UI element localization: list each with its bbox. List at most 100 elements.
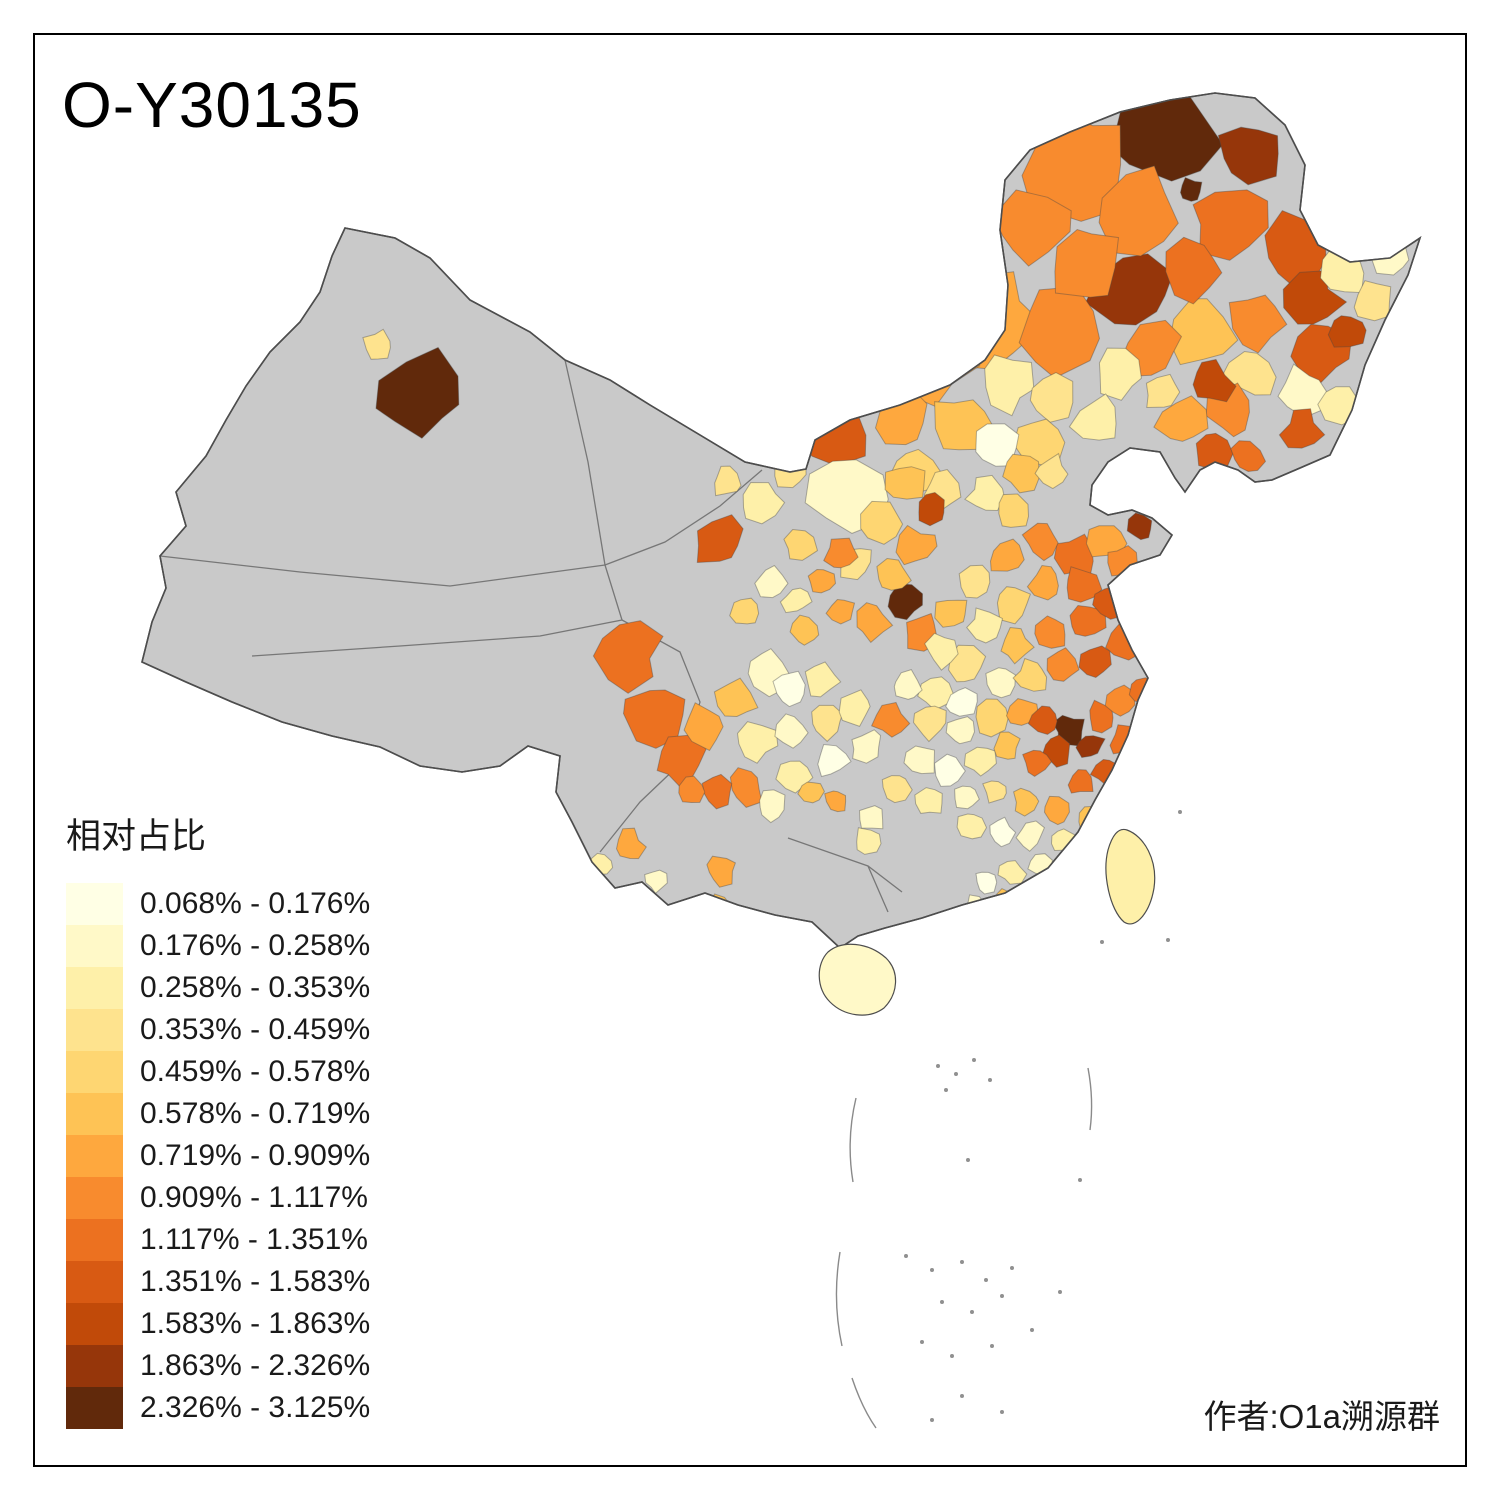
prefecture-region [1018, 286, 1101, 379]
prefecture-region [914, 787, 943, 814]
taiwan-island [1105, 828, 1156, 925]
prefecture-region [881, 775, 913, 804]
legend-label: 0.068% - 0.176% [140, 887, 371, 920]
legend-swatch [66, 1135, 123, 1177]
prefecture-region [1054, 228, 1120, 298]
prefecture-region [362, 328, 391, 360]
prefecture-region [1013, 787, 1040, 817]
province-boundary-line [867, 865, 889, 913]
legend-label: 1.351% - 1.583% [140, 1265, 371, 1298]
prefecture-region [1029, 372, 1074, 423]
prefecture-region [1078, 645, 1112, 679]
legend-swatch [66, 1009, 123, 1051]
prefecture-region [1192, 189, 1269, 261]
legend-label: 0.578% - 0.719% [140, 1097, 371, 1130]
prefecture-region [887, 583, 924, 621]
prefecture-region [856, 827, 882, 855]
prefecture-region [966, 607, 1004, 644]
prefecture-region [1075, 735, 1106, 759]
hainan-island [818, 943, 897, 1016]
legend-swatch [66, 883, 123, 925]
legend-item: 0.176% - 0.258% [66, 925, 370, 967]
prefecture-region [982, 780, 1007, 804]
prefecture-region [884, 466, 926, 500]
prefecture-region [823, 537, 859, 569]
prefecture-region [1126, 512, 1153, 541]
prefecture-region [1098, 165, 1179, 257]
province-boundary-line [604, 469, 763, 566]
legend-swatch [66, 1387, 123, 1429]
province-boundary-line [159, 555, 606, 587]
legend-label: 0.719% - 0.909% [140, 1139, 371, 1172]
prefecture-region [592, 620, 664, 694]
legend-item: 0.459% - 0.578% [66, 1051, 370, 1093]
prefecture-region [989, 538, 1025, 572]
prefecture-region [934, 599, 968, 628]
prefecture-region [993, 731, 1021, 760]
prefecture-region [736, 721, 779, 764]
legend-swatch [66, 1177, 123, 1219]
prefecture-region [1278, 408, 1326, 449]
legend-item: 1.117% - 1.351% [66, 1219, 370, 1261]
dash-line-segment [835, 1251, 843, 1347]
prefecture-region [824, 790, 847, 813]
prefecture-region [825, 598, 856, 625]
prefecture-region [903, 745, 936, 775]
prefecture-region [759, 789, 786, 824]
prefecture-region [856, 602, 894, 644]
prefecture-region [964, 474, 1005, 512]
prefecture-region [1277, 363, 1331, 419]
prefecture-region [1098, 347, 1142, 401]
legend-item: 0.719% - 0.909% [66, 1135, 370, 1177]
prefecture-region [838, 689, 871, 728]
legend-item: 1.351% - 1.583% [66, 1261, 370, 1303]
prefecture-region [615, 827, 647, 860]
province-boundary-line [251, 564, 623, 657]
legend-swatch [66, 1051, 123, 1093]
prefecture-region [774, 713, 809, 749]
prefecture-region [997, 860, 1028, 885]
prefecture-region [1000, 626, 1035, 665]
prefecture-region [696, 514, 744, 564]
province-boundary-line [564, 359, 606, 566]
prefecture-region [912, 705, 947, 743]
prefecture-region [804, 661, 842, 698]
legend-item: 2.326% - 3.125% [66, 1387, 370, 1429]
legend-label: 0.459% - 0.578% [140, 1055, 371, 1088]
prefecture-region [732, 391, 813, 461]
prefecture-region [1165, 236, 1223, 305]
legend-label: 1.863% - 2.326% [140, 1349, 371, 1382]
prefecture-region [1023, 878, 1049, 903]
prefecture-region [678, 775, 706, 804]
prefecture-region [851, 729, 882, 764]
prefecture-region [1145, 373, 1181, 409]
prefecture-region [797, 781, 825, 804]
prefecture-region [895, 524, 938, 566]
attribution: 作者:O1a溯源群 [1203, 1398, 1440, 1435]
prefecture-region [893, 669, 923, 700]
prefecture-region [1192, 358, 1237, 403]
prefecture-region [998, 493, 1030, 528]
prefecture-region [714, 465, 742, 497]
prefecture-region [985, 667, 1016, 699]
prefecture-region [1119, 776, 1144, 808]
prefecture-region [713, 677, 759, 718]
prefecture-region [975, 871, 998, 895]
prefecture-region [984, 354, 1035, 417]
prefecture-region [817, 743, 852, 778]
legend-swatch [66, 1219, 123, 1261]
prefecture-region [807, 568, 837, 594]
dash-line-segment [1087, 1067, 1093, 1131]
prefecture-region [779, 587, 813, 614]
prefecture-region [858, 805, 884, 830]
prefecture-region [1034, 615, 1066, 649]
legend-swatch [66, 1093, 123, 1135]
prefecture-region [1179, 176, 1203, 202]
prefecture-region [1353, 280, 1392, 322]
legend-swatch [66, 1303, 123, 1345]
prefecture-region [1027, 705, 1058, 735]
prefecture-region [945, 716, 976, 745]
prefecture-region [933, 753, 966, 787]
legend-swatch [66, 1345, 123, 1387]
